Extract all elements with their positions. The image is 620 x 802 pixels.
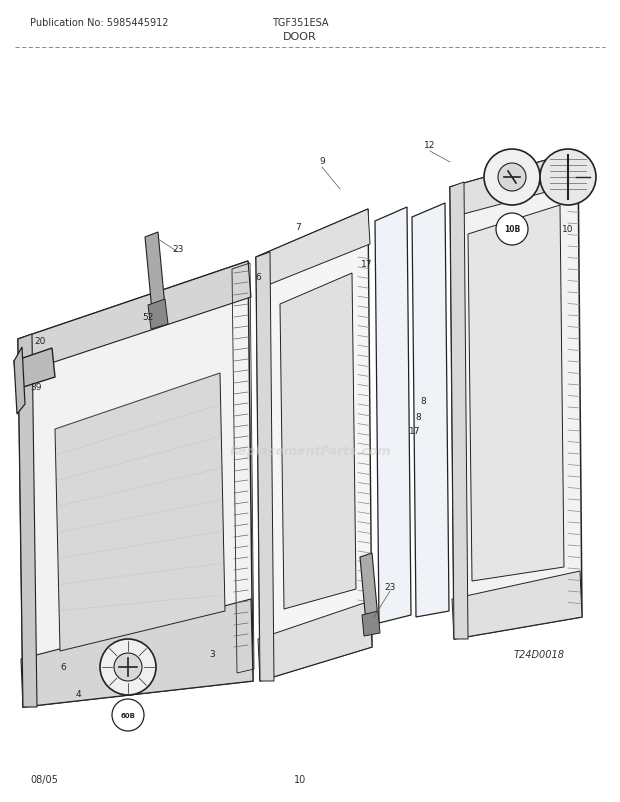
Text: 17: 17 (409, 427, 421, 436)
Text: TGF351ESA: TGF351ESA (272, 18, 328, 28)
Circle shape (112, 699, 144, 731)
Text: 39: 39 (30, 383, 42, 392)
Polygon shape (362, 611, 380, 636)
Polygon shape (450, 152, 580, 217)
Circle shape (100, 639, 156, 695)
Text: 60B: 60B (120, 712, 135, 718)
Text: 23: 23 (172, 245, 184, 254)
Polygon shape (145, 233, 165, 312)
Polygon shape (256, 210, 372, 681)
Text: 8: 8 (420, 397, 426, 406)
Polygon shape (18, 261, 251, 374)
Text: 7: 7 (295, 223, 301, 233)
Polygon shape (452, 571, 582, 639)
Text: 3: 3 (209, 650, 215, 658)
Circle shape (498, 164, 526, 192)
Text: 20: 20 (34, 337, 46, 346)
Polygon shape (18, 334, 37, 707)
Polygon shape (450, 152, 582, 639)
Polygon shape (55, 374, 225, 651)
Text: 6: 6 (255, 273, 261, 282)
Text: DOOR: DOOR (283, 32, 317, 42)
Text: 08/05: 08/05 (30, 774, 58, 784)
Text: 10B: 10B (504, 225, 520, 234)
Text: 8: 8 (415, 413, 421, 422)
Polygon shape (450, 183, 468, 639)
Polygon shape (258, 602, 372, 681)
Polygon shape (256, 210, 370, 290)
Polygon shape (21, 599, 253, 707)
Circle shape (484, 150, 540, 206)
Text: 17: 17 (361, 260, 373, 269)
Circle shape (496, 214, 528, 245)
Polygon shape (375, 208, 411, 623)
Text: 10: 10 (294, 774, 306, 784)
Text: ReplacementParts.com: ReplacementParts.com (229, 445, 391, 458)
Text: Publication No: 5985445912: Publication No: 5985445912 (30, 18, 169, 28)
Polygon shape (14, 349, 55, 390)
Circle shape (540, 150, 596, 206)
Polygon shape (18, 261, 253, 707)
Text: T24D0018: T24D0018 (514, 649, 565, 659)
Text: 6: 6 (60, 662, 66, 671)
Polygon shape (468, 206, 564, 581)
Polygon shape (256, 253, 274, 681)
Text: 10: 10 (562, 225, 574, 234)
Circle shape (114, 653, 142, 681)
Polygon shape (360, 553, 378, 623)
Polygon shape (148, 300, 168, 330)
Text: 12: 12 (424, 140, 436, 149)
Text: 23: 23 (384, 583, 396, 592)
Text: 52: 52 (143, 313, 154, 322)
Text: 4: 4 (75, 690, 81, 699)
Polygon shape (280, 273, 356, 610)
Polygon shape (412, 204, 449, 618)
Polygon shape (14, 347, 25, 415)
Text: 9: 9 (319, 157, 325, 166)
